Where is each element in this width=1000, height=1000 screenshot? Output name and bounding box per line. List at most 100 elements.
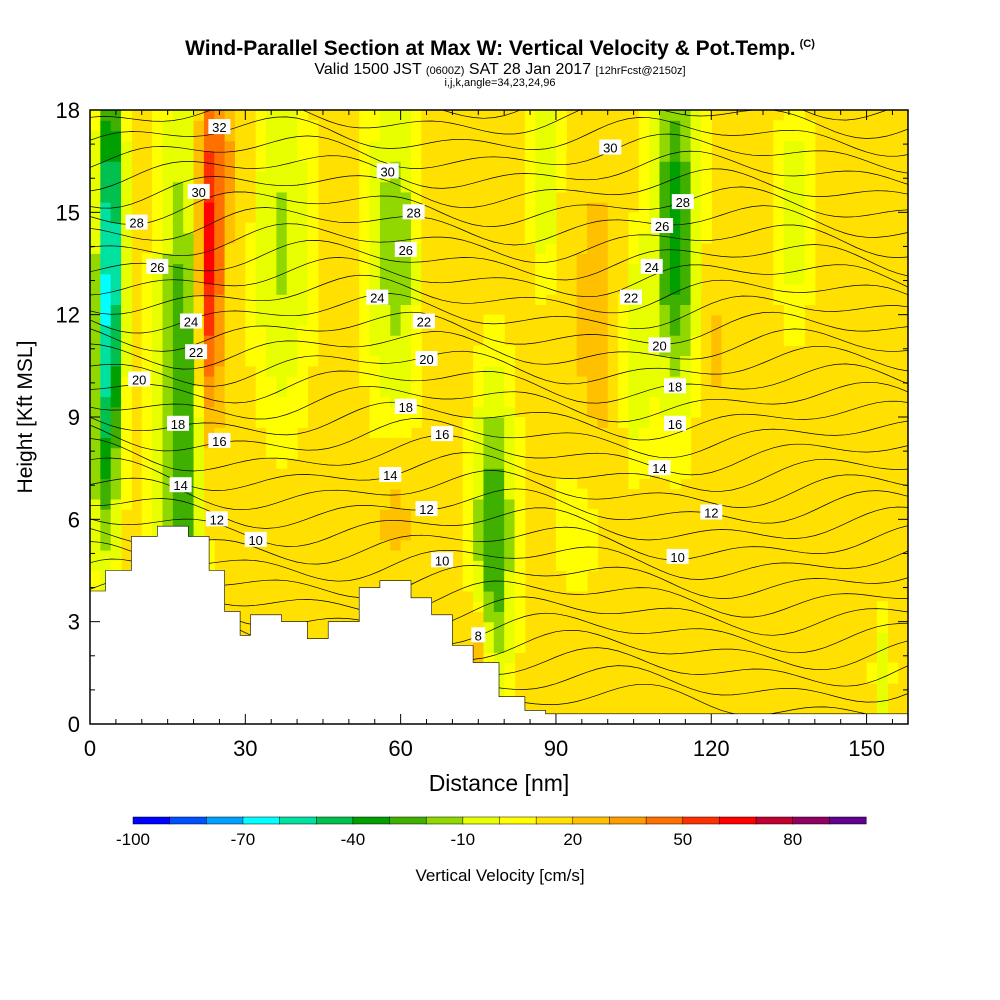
x-tick-label: 0 — [84, 736, 96, 761]
colorbar-swatch — [242, 816, 281, 825]
contour-label: 18 — [399, 400, 413, 415]
contour-label: 22 — [189, 345, 203, 360]
colorbar-label: Vertical Velocity [cm/s] — [415, 866, 584, 885]
title-tag: (C) — [799, 38, 815, 50]
contour-label-box — [666, 548, 689, 564]
contour-label: 10 — [435, 553, 449, 568]
contour-label-box — [671, 194, 694, 210]
contour-label-box — [167, 415, 189, 431]
contour-label-box — [394, 241, 417, 257]
forecast-info: [12hrFcst@2150z] — [595, 65, 686, 77]
contour-label: 18 — [171, 417, 185, 432]
contour-label: 16 — [212, 434, 226, 449]
contour-label-box — [700, 504, 723, 520]
contour-label: 10 — [248, 533, 262, 548]
contour-label-box — [394, 398, 417, 414]
contour-label-box — [146, 258, 169, 274]
contour-label-box — [620, 289, 642, 305]
x-tick-label: 30 — [233, 736, 257, 761]
contour-label-box — [599, 139, 622, 155]
contour-label-box — [185, 344, 208, 360]
y-axis: 0 3 6 9 12 15 18 — [56, 98, 908, 737]
contour-label: 24 — [644, 260, 658, 275]
y-tick-label: 18 — [56, 98, 80, 123]
contour-label-box — [412, 313, 435, 329]
valid-utc: (0600Z) — [425, 65, 465, 77]
colorbar-swatch — [572, 816, 610, 825]
contour-label: 20 — [419, 352, 433, 367]
contour-label: 22 — [417, 315, 431, 330]
colorbar-tick-label: -100 — [116, 830, 150, 849]
contour-label-box — [402, 204, 425, 220]
contour-label: 28 — [676, 195, 690, 210]
colorbar-swatch — [206, 816, 244, 825]
contour-label-box — [664, 378, 686, 394]
colorbar-swatch — [792, 816, 830, 825]
colorbar-swatch — [499, 816, 537, 825]
colorbar-swatch — [389, 816, 427, 825]
contour-label-box — [366, 289, 389, 305]
colorbar-tick-label: -70 — [231, 830, 256, 849]
section-params: i,j,k,angle=34,23,24,96 — [444, 77, 556, 89]
contour-label: 30 — [191, 185, 205, 200]
contour-label: 28 — [406, 205, 420, 220]
terrain-mask — [90, 525, 908, 724]
contour-label-box — [205, 511, 228, 527]
x-tick-label: 120 — [693, 736, 730, 761]
contour-label: 20 — [652, 338, 666, 353]
contour-label-box — [651, 218, 674, 233]
colorbar-swatch — [535, 816, 574, 825]
colorbar-swatch — [316, 816, 354, 825]
contour-label-box — [664, 415, 686, 431]
contour-label: 26 — [399, 243, 413, 258]
contour-label-box — [169, 477, 192, 493]
contour-label: 8 — [475, 628, 482, 643]
valid-time: Valid 1500 JST — [314, 61, 422, 78]
colorbar-swatch — [132, 816, 171, 825]
colorbar-swatch — [829, 816, 867, 825]
contour-label: 26 — [655, 219, 669, 234]
contour-label-box — [379, 467, 402, 482]
colorbar-swatch — [609, 816, 647, 825]
colorbar-tick-label: 80 — [783, 830, 802, 849]
colorbar-swatch — [425, 816, 464, 825]
contour-label: 32 — [212, 120, 226, 135]
contour-label: 12 — [704, 506, 718, 521]
contour-label-box — [648, 337, 671, 353]
colorbar-swatch — [279, 816, 317, 825]
y-tick-label: 0 — [68, 712, 80, 737]
chart-subtitle: Valid 1500 JST (0600Z) SAT 28 Jan 2017 [… — [0, 61, 1000, 79]
colorbar-swatch — [645, 816, 684, 825]
valid-date: SAT 28 Jan 2017 — [468, 61, 592, 78]
contour-label-box — [431, 426, 454, 442]
contour-label-box — [415, 501, 438, 517]
contour-label: 16 — [668, 417, 682, 432]
contour-label: 24 — [184, 315, 198, 330]
x-tick-label: 60 — [388, 736, 412, 761]
y-tick-label: 12 — [56, 303, 80, 328]
x-tick-label: 90 — [544, 736, 568, 761]
x-axis-label: Distance [nm] — [429, 770, 570, 796]
contour-label: 30 — [380, 164, 394, 179]
y-tick-label: 6 — [68, 507, 80, 532]
colorbar-swatch — [462, 816, 501, 825]
contour-label-box — [180, 313, 202, 329]
colorbar-swatch — [169, 816, 207, 825]
colorbar-swatch — [682, 816, 720, 825]
y-tick-label: 15 — [56, 200, 80, 225]
colorbar-swatch — [719, 816, 757, 825]
contour-label-box — [415, 351, 438, 366]
x-axis: 0 30 60 90 120 150 — [84, 110, 893, 761]
contour-label: 18 — [668, 379, 682, 394]
contour-label: 14 — [383, 468, 397, 483]
contour-label: 26 — [150, 260, 164, 275]
contour-label-box — [244, 531, 267, 547]
y-tick-label: 3 — [68, 610, 80, 635]
contour-label: 14 — [173, 478, 187, 493]
contour-label: 12 — [419, 502, 433, 517]
contour-label-box — [640, 258, 663, 274]
contour-label: 28 — [129, 216, 143, 231]
colorbar-tick-label: 20 — [563, 830, 582, 849]
contour-label: 30 — [603, 141, 617, 156]
